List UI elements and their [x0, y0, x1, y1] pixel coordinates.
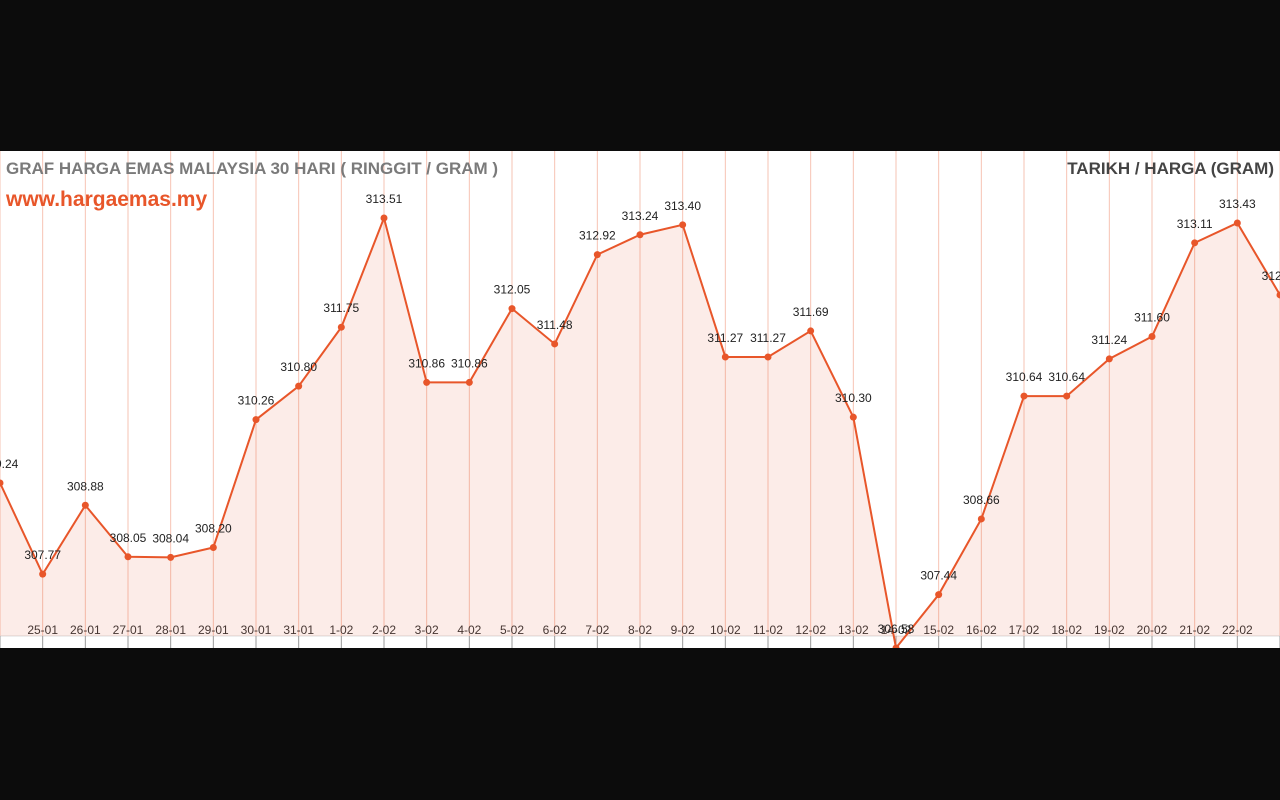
point [721, 353, 729, 361]
point [551, 340, 559, 348]
x-tick-label: 14-02 [881, 623, 912, 637]
value-label: 309.24 [0, 457, 19, 471]
x-tick-label: 10-02 [710, 623, 741, 637]
chart-title: GRAF HARGA EMAS MALAYSIA 30 HARI ( RINGG… [6, 159, 498, 178]
value-label: 313.11 [1177, 217, 1213, 231]
value-label: 310.86 [451, 356, 488, 370]
value-label: 311.60 [1134, 311, 1170, 325]
point [39, 570, 47, 578]
x-tick-label: 3-02 [415, 623, 439, 637]
point [124, 553, 132, 561]
x-tick-label: 19-02 [1094, 623, 1125, 637]
x-tick-label: 6-02 [543, 623, 567, 637]
point [764, 353, 772, 361]
value-label: 307.44 [920, 569, 957, 583]
x-tick-label: 15-02 [923, 623, 954, 637]
point [423, 378, 431, 386]
point [0, 479, 4, 487]
value-label: 312.92 [579, 229, 616, 243]
x-tick-label: 8-02 [628, 623, 652, 637]
point [1105, 355, 1113, 363]
point [465, 378, 473, 386]
point [380, 214, 388, 222]
point [636, 231, 644, 239]
point [593, 251, 601, 259]
point [1063, 392, 1071, 400]
x-tick-label: 4-02 [457, 623, 481, 637]
point [807, 327, 815, 335]
value-label: 313.40 [664, 199, 701, 213]
point [508, 305, 516, 313]
legend-title: TARIKH / HARGA (GRAM) [1067, 159, 1274, 178]
point [1276, 291, 1280, 299]
x-tick-label: 2-02 [372, 623, 396, 637]
point [679, 221, 687, 229]
x-tick-label: 21-02 [1179, 623, 1210, 637]
point [935, 591, 943, 599]
point [81, 501, 89, 509]
x-tick-label: 20-02 [1137, 623, 1168, 637]
x-tick-label: 22-02 [1222, 623, 1253, 637]
point [977, 515, 985, 523]
x-tick-label: 28-01 [155, 623, 186, 637]
value-label: 313.43 [1219, 197, 1256, 211]
x-tick-label: 26-01 [70, 623, 101, 637]
x-tick-label: 5-02 [500, 623, 524, 637]
x-tick-label: 30-01 [241, 623, 272, 637]
point [295, 382, 303, 390]
x-tick-label: 18-02 [1051, 623, 1082, 637]
value-label: 313.51 [366, 192, 403, 206]
x-tick-label: 31-01 [283, 623, 314, 637]
value-label: 308.88 [67, 479, 104, 493]
value-label: 308.20 [195, 521, 232, 535]
point [1148, 333, 1156, 341]
value-label: 310.80 [280, 360, 317, 374]
value-label: 310.64 [1006, 370, 1043, 384]
x-tick-label: 11-02 [753, 623, 783, 637]
value-label: 306.58 [878, 622, 915, 636]
value-label: 311.75 [323, 301, 359, 315]
value-label: 312.27 [1262, 269, 1280, 283]
x-tick-label: 16-02 [966, 623, 997, 637]
x-tick-label: 7-02 [585, 623, 609, 637]
x-tick-label: 12-02 [795, 623, 826, 637]
point [252, 416, 260, 424]
x-tick-label: 27-01 [113, 623, 144, 637]
value-label: 308.66 [963, 493, 1000, 507]
value-label: 311.69 [793, 305, 829, 319]
value-label: 308.05 [110, 531, 147, 545]
point [1020, 392, 1028, 400]
x-tick-label: 17-02 [1009, 623, 1040, 637]
plot: 25-01 26-01 27-01 28-01 29-01 30-01 31-01 1-02 2… [0, 151, 1280, 648]
value-label: 311.27 [707, 331, 743, 345]
value-label: 311.27 [750, 331, 786, 345]
x-tick-label: 9-02 [671, 623, 695, 637]
value-label: 308.04 [152, 531, 189, 545]
value-label: 307.77 [24, 548, 61, 562]
area [0, 218, 1280, 648]
x-tick-label: 25-01 [27, 623, 58, 637]
value-label: 310.86 [408, 356, 445, 370]
value-label: 311.48 [537, 318, 573, 332]
x-tick-label: 13-02 [838, 623, 869, 637]
point [209, 543, 217, 551]
point [1191, 239, 1199, 247]
point [167, 553, 175, 561]
point [1233, 219, 1241, 227]
point [892, 644, 900, 648]
value-label: 310.30 [835, 391, 872, 405]
value-label: 312.05 [494, 283, 531, 297]
value-label: 310.64 [1048, 370, 1085, 384]
point [849, 413, 857, 421]
x-tick-label: 1-02 [329, 623, 353, 637]
value-label: 313.24 [622, 209, 659, 223]
x-tick-label: 29-01 [198, 623, 229, 637]
value-label: 310.26 [238, 394, 275, 408]
point [337, 323, 345, 331]
value-label: 311.24 [1091, 333, 1127, 347]
chart-subtitle: www.hargaemas.my [5, 188, 207, 211]
